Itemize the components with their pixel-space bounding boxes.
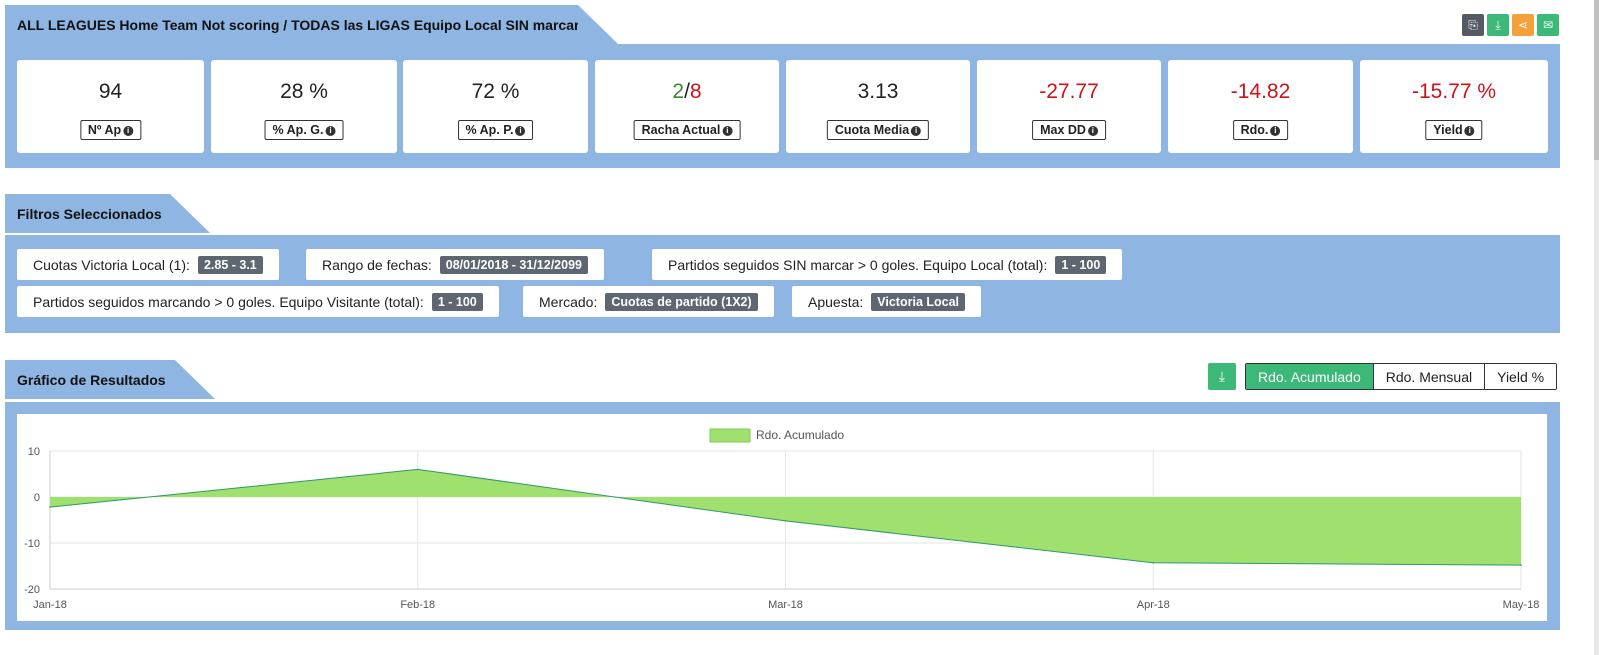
stat-value: 28 % bbox=[280, 80, 328, 103]
summary-title: ALL LEAGUES Home Team Not scoring / TODA… bbox=[17, 17, 580, 33]
share-icon[interactable]: ⋖ bbox=[1512, 14, 1534, 36]
filter-value-badge: Cuotas de partido (1X2) bbox=[605, 292, 758, 311]
tab-rdo-mensual[interactable]: Rdo. Mensual bbox=[1372, 364, 1485, 389]
x-tick-label: Jan-18 bbox=[33, 599, 67, 611]
stat-label[interactable]: Rdo. i bbox=[1232, 120, 1289, 140]
filter-value-badge: 2.85 - 3.1 bbox=[197, 255, 263, 274]
scrollbar[interactable] bbox=[1594, 0, 1599, 655]
results-chart: 10 0 -10 -20 Jan-18 Feb-18 Mar-18 Apr-18 May-18 R… bbox=[24, 428, 1540, 611]
stat-value: 72 % bbox=[471, 80, 520, 103]
filter-value-badge: Victoria Local bbox=[871, 292, 966, 311]
results-title: Gráfico de Resultados bbox=[17, 372, 166, 388]
info-icon: i bbox=[1464, 126, 1475, 136]
stat-value: 2/8 bbox=[672, 80, 702, 103]
legend-swatch bbox=[709, 428, 751, 443]
data-point bbox=[1520, 564, 1522, 566]
stat-label[interactable]: Racha Actual i bbox=[633, 120, 741, 140]
info-icon: i bbox=[515, 126, 526, 136]
info-icon: i bbox=[1270, 126, 1281, 136]
info-icon: i bbox=[722, 126, 733, 136]
email-icon[interactable]: ✉ bbox=[1537, 14, 1559, 36]
stat-card-racha: 2/8 Racha Actual i bbox=[595, 60, 779, 153]
data-point bbox=[784, 520, 787, 522]
data-point bbox=[1152, 561, 1155, 564]
stat-value: 3.13 bbox=[857, 80, 899, 103]
stat-value: -15.77 % bbox=[1411, 80, 1497, 103]
filter-label: Partidos seguidos SIN marcar > 0 goles. … bbox=[668, 256, 1048, 273]
chart-panel: 10 0 -10 -20 Jan-18 Feb-18 Mar-18 Apr-18 May-18 R… bbox=[17, 414, 1547, 621]
download-icon[interactable]: ⤓ bbox=[1487, 14, 1509, 36]
stat-label[interactable]: Yield i bbox=[1425, 120, 1483, 140]
stat-label[interactable]: % Ap. G. i bbox=[264, 120, 344, 140]
stat-label[interactable]: Max DD i bbox=[1032, 120, 1106, 140]
results-header: Gráfico de Resultados bbox=[5, 360, 175, 399]
summary-header-slant bbox=[578, 5, 618, 44]
stat-card-cuota-media: 3.13 Cuota Media i bbox=[786, 60, 970, 153]
filters-title: Filtros Seleccionados bbox=[17, 206, 162, 222]
data-point bbox=[416, 468, 419, 471]
info-icon: i bbox=[123, 126, 134, 136]
tab-rdo-acumulado[interactable]: Rdo. Acumulado bbox=[1246, 364, 1373, 389]
filter-chip: Cuotas Victoria Local (1): 2.85 - 3.1 bbox=[17, 249, 279, 280]
x-tick-label: Mar-18 bbox=[768, 599, 803, 611]
filter-chip: Rango de fechas: 08/01/2018 - 31/12/2099 bbox=[306, 249, 604, 280]
results-header-slant bbox=[175, 360, 215, 399]
stat-label[interactable]: Cuota Media i bbox=[826, 120, 930, 140]
filters-header: Filtros Seleccionados bbox=[5, 194, 170, 233]
stat-card-max-dd: -27.77 Max DD i bbox=[977, 60, 1161, 153]
filter-chip: Partidos seguidos SIN marcar > 0 goles. … bbox=[652, 249, 1123, 280]
y-tick-label: -20 bbox=[24, 584, 40, 596]
stat-label[interactable]: Nº Ap i bbox=[79, 120, 142, 140]
filter-value-badge: 1 - 100 bbox=[431, 292, 483, 311]
data-point bbox=[49, 506, 51, 508]
y-tick-label: -10 bbox=[24, 538, 40, 550]
stat-card-pct-ap-p: 72 % % Ap. P. i bbox=[403, 60, 588, 153]
x-tick-label: Apr-18 bbox=[1137, 599, 1170, 611]
stat-card-rdo: -14.82 Rdo. i bbox=[1168, 60, 1353, 153]
info-icon: i bbox=[911, 126, 922, 136]
filter-chip: Partidos seguidos marcando > 0 goles. Eq… bbox=[17, 286, 499, 317]
info-icon: i bbox=[1087, 126, 1098, 136]
filter-label: Rango de fechas: bbox=[322, 256, 432, 273]
chart-download-button[interactable]: ⤓ bbox=[1208, 363, 1236, 390]
tab-yield[interactable]: Yield % bbox=[1484, 364, 1557, 389]
stat-value: -27.77 bbox=[1039, 80, 1099, 103]
x-tick-label: Feb-18 bbox=[400, 599, 435, 611]
scrollbar-thumb[interactable] bbox=[1594, 0, 1599, 160]
y-tick-label: 0 bbox=[34, 492, 40, 504]
filter-value-badge: 08/01/2018 - 31/12/2099 bbox=[439, 255, 588, 274]
filter-label: Partidos seguidos marcando > 0 goles. Eq… bbox=[33, 293, 424, 310]
series-area bbox=[50, 469, 1521, 566]
copy-icon[interactable]: ⎘ bbox=[1462, 14, 1484, 36]
export-toolbar: ⎘ ⤓ ⋖ ✉ bbox=[1462, 14, 1559, 36]
legend-label: Rdo. Acumulado bbox=[756, 428, 844, 442]
filter-label: Mercado: bbox=[539, 293, 598, 310]
filters-header-slant bbox=[170, 194, 210, 233]
filter-chip: Apuesta: Victoria Local bbox=[792, 286, 982, 317]
info-icon: i bbox=[325, 126, 336, 136]
filter-label: Apuesta: bbox=[808, 293, 864, 310]
download-icon: ⤓ bbox=[1218, 368, 1226, 384]
stat-label[interactable]: % Ap. P. i bbox=[457, 120, 534, 140]
summary-header: ALL LEAGUES Home Team Not scoring / TODA… bbox=[5, 5, 580, 44]
x-tick-label: May-18 bbox=[1503, 599, 1540, 611]
filter-value-badge: 1 - 100 bbox=[1055, 255, 1107, 274]
filter-chip: Mercado: Cuotas de partido (1X2) bbox=[523, 286, 774, 317]
stat-value: 94 bbox=[98, 80, 123, 103]
stat-card-pct-ap-g: 28 % % Ap. G. i bbox=[211, 60, 397, 153]
stat-value: -14.82 bbox=[1230, 80, 1291, 103]
y-tick-label: 10 bbox=[28, 446, 40, 458]
stat-card-n-ap: 94 Nº Ap i bbox=[17, 60, 204, 153]
filter-label: Cuotas Victoria Local (1): bbox=[33, 256, 190, 273]
chart-mode-tabs: Rdo. Acumulado Rdo. Mensual Yield % bbox=[1245, 363, 1558, 390]
stat-card-yield: -15.77 % Yield i bbox=[1360, 60, 1548, 153]
